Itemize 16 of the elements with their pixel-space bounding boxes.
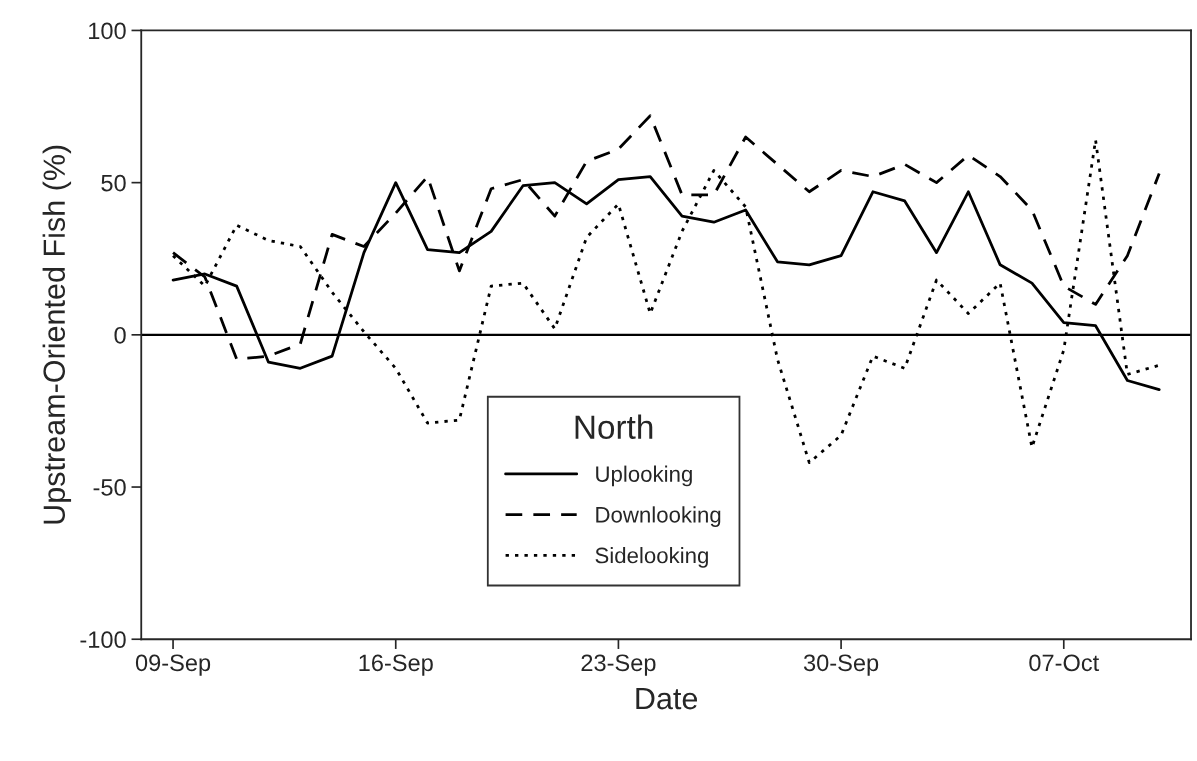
x-tick-label: 16-Sep [359, 654, 433, 676]
y-tick-label: 0 [114, 326, 126, 344]
y-tick-label: 50 [101, 174, 126, 192]
x-tick-label: 07-Oct [1029, 654, 1100, 672]
legend-title: North [575, 414, 653, 439]
y-tick-label: 100 [89, 22, 126, 40]
legend-label: Uplooking [596, 465, 692, 487]
y-tick-label: -100 [80, 631, 126, 649]
y-tick-label: -50 [93, 479, 126, 496]
legend-label: Sidelooking [595, 547, 708, 568]
x-tick-label: 09-Sep [135, 654, 211, 676]
x-tick-label: 30-Sep [803, 654, 879, 676]
x-axis-title: Date [636, 688, 698, 710]
y-axis-title: Upstream-Oriented Fish (%) [42, 145, 72, 524]
legend-label: Downlooking [596, 506, 721, 528]
x-tick-label: 23-Sep [581, 654, 656, 676]
